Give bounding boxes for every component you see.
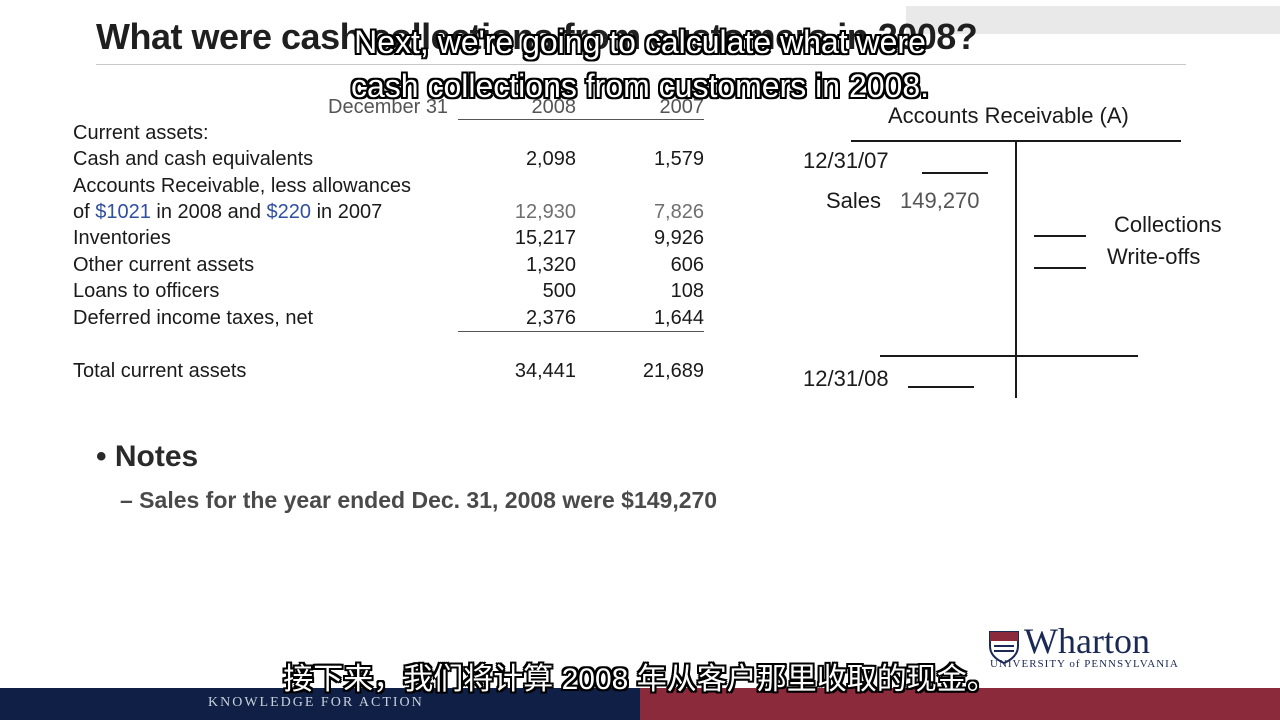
header-year-2008: 2008 [531, 96, 577, 118]
t-account-closing-line [880, 355, 1138, 357]
row-loans-2007: 108 [670, 280, 704, 302]
bullet-mark: • [96, 440, 107, 473]
wharton-subtitle: UNIVERSITY of PENNSYLVANIA [990, 658, 1179, 670]
row-loans-2008: 500 [542, 280, 576, 302]
row-label-loans: Loans to officers [73, 280, 220, 302]
top-right-overlay-box [906, 6, 1280, 34]
row-cash-2007: 1,579 [653, 148, 704, 170]
subtotal-rule [458, 331, 704, 332]
subtitle-chinese: 接下来，我们将计算 2008 年从客户那里收取的现金。 [283, 663, 997, 696]
shield-icon [989, 631, 1019, 664]
row-label-other: Other current assets [73, 254, 255, 276]
total-2007: 21,689 [642, 360, 704, 382]
collections-label: Collections [1114, 212, 1222, 237]
footer-tagline: KNOWLEDGE FOR ACTION [208, 695, 424, 710]
subtitle-english-line1: Next, we're going to calculate what were [354, 24, 926, 60]
row-deferred-2008: 2,376 [525, 307, 576, 329]
writeoffs-blank [1034, 267, 1086, 269]
row-ar-2007: 7,826 [653, 201, 704, 223]
wharton-logo: Wharton UNIVERSITY of PENNSYLVANIA [988, 621, 1198, 672]
sales-value: 149,270 [900, 188, 980, 213]
row-label-deferred: Deferred income taxes, net [73, 307, 314, 329]
t-account-center-line [1015, 140, 1017, 398]
subtitle-english-line2: cash collections from customers in 2008. [350, 68, 930, 104]
row-deferred-2007: 1,644 [653, 307, 704, 329]
row-ar-2008: 12,930 [514, 201, 576, 223]
title-divider [96, 64, 1186, 65]
header-date-label: December 31 [328, 96, 449, 118]
header-year-2007: 2007 [659, 96, 705, 118]
row-inventories-2007: 9,926 [653, 227, 704, 249]
notes-item: – Sales for the year ended Dec. 31, 2008… [120, 487, 718, 513]
writeoffs-label: Write-offs [1107, 244, 1201, 269]
footer-left-band [0, 688, 640, 720]
row-label-ar-line1: Accounts Receivable, less allowances [73, 175, 411, 197]
closing-balance-blank [908, 386, 974, 388]
opening-date: 12/31/07 [803, 148, 889, 173]
row-inventories-2008: 15,217 [514, 227, 576, 249]
notes-heading: • Notes [96, 440, 199, 473]
row-other-2008: 1,320 [525, 254, 576, 276]
total-2008: 34,441 [514, 360, 576, 382]
row-label-ar-line2: of $1021 in 2008 and $220 in 2007 [73, 201, 383, 223]
row-cash-2008: 2,098 [525, 148, 576, 170]
closing-date: 12/31/08 [803, 366, 889, 391]
allowance-2008: $1021 [95, 201, 151, 223]
opening-balance-blank [922, 172, 988, 174]
row-other-2007: 606 [670, 254, 704, 276]
section-label: Current assets: [73, 122, 209, 144]
collections-blank [1034, 235, 1086, 237]
allowance-2007: $220 [266, 201, 312, 223]
row-label-inventories: Inventories [73, 227, 171, 249]
wharton-wordmark: Wharton [1024, 621, 1150, 661]
header-rule [458, 119, 704, 120]
row-label-cash: Cash and cash equivalents [73, 148, 314, 170]
t-account-title: Accounts Receivable (A) [888, 103, 1129, 128]
total-label: Total current assets [73, 360, 247, 382]
sales-label: Sales [826, 188, 882, 213]
slide-title: What were cash collections from customer… [96, 16, 978, 57]
footer-right-band [640, 688, 1280, 720]
